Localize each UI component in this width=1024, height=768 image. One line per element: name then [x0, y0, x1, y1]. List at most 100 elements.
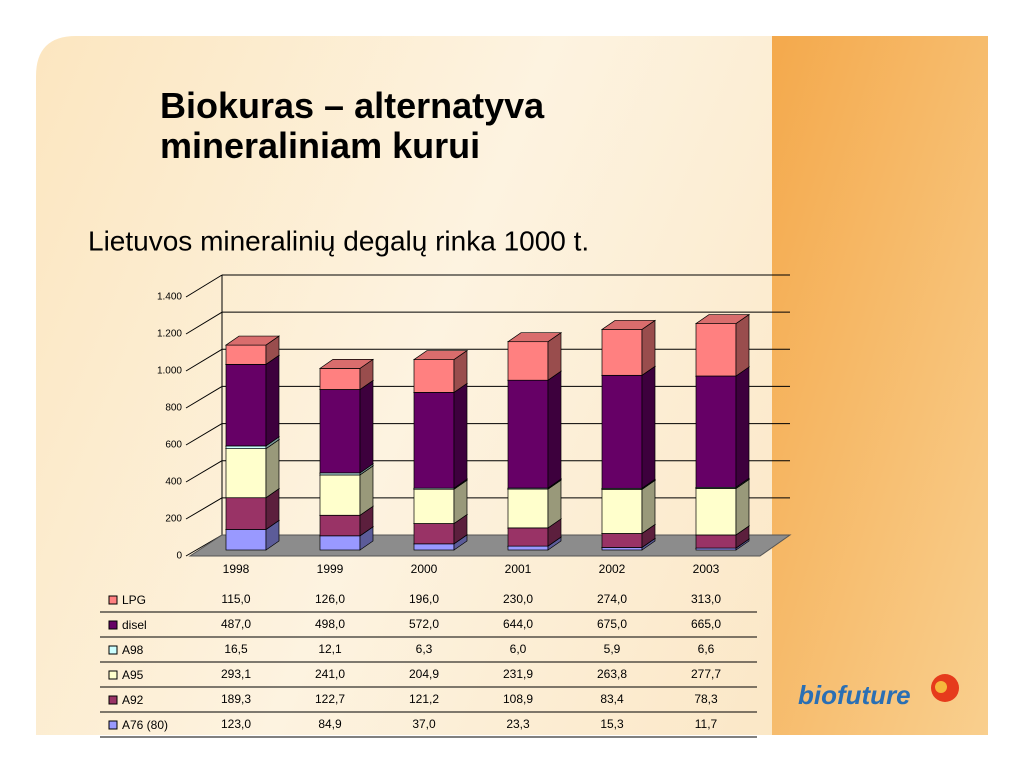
bar — [601, 488, 643, 534]
bar — [319, 514, 361, 537]
bar-top — [506, 332, 563, 343]
bar — [601, 547, 643, 551]
legend-label: A76 (80) — [122, 718, 168, 732]
bar-segment — [600, 319, 657, 376]
table-cell: 78,3 — [694, 692, 718, 706]
bar — [601, 329, 643, 376]
x-tick-label: 2002 — [599, 562, 626, 576]
table-cell: 189,3 — [221, 692, 251, 706]
table-cell: 487,0 — [221, 617, 251, 631]
bar-side — [735, 313, 750, 377]
x-tick-label: 2000 — [411, 562, 438, 576]
legend-swatch — [108, 670, 118, 680]
y-tick-label: 1.200 — [157, 329, 182, 340]
logo-icon — [935, 681, 947, 693]
table-cell: 498,0 — [315, 617, 345, 631]
bar — [413, 488, 455, 524]
chart-title: Lietuvos mineralinių degalų rinka 1000 t… — [88, 225, 589, 256]
bar-segment — [412, 349, 469, 394]
y-tick-label: 200 — [165, 514, 182, 525]
bar-side — [453, 382, 468, 489]
y-tick-label: 0 — [176, 551, 182, 562]
table-cell: 277,7 — [691, 667, 721, 681]
bar — [507, 341, 549, 381]
bar — [225, 363, 267, 447]
table-cell: 6,6 — [698, 642, 715, 656]
bar-segment — [412, 382, 469, 489]
y-tick-label: 400 — [165, 477, 182, 488]
y-tick-label: 800 — [165, 403, 182, 414]
bar-segment — [694, 366, 751, 488]
legend-label: A92 — [122, 693, 144, 707]
table-cell: 231,9 — [503, 667, 533, 681]
table-cell: 15,3 — [600, 717, 624, 731]
bar — [695, 323, 737, 377]
y-tick — [185, 274, 223, 298]
bar-side — [547, 370, 562, 489]
bar-segment — [318, 379, 375, 474]
legend-swatch — [108, 695, 118, 705]
bar-top — [600, 320, 657, 330]
table-cell: 84,9 — [318, 717, 342, 731]
table-cell: 121,2 — [409, 692, 439, 706]
legend-label: LPG — [122, 593, 146, 607]
bar-top — [224, 335, 281, 346]
table-cell: 37,0 — [412, 717, 436, 731]
table-cell: 230,0 — [503, 592, 533, 606]
table-cell: 572,0 — [409, 617, 439, 631]
y-tick — [185, 423, 223, 446]
y-tick — [185, 311, 223, 335]
bar-segment — [694, 313, 751, 377]
y-tick-label: 1.400 — [157, 292, 182, 303]
x-tick-label: 2001 — [505, 562, 532, 576]
bar — [507, 545, 549, 551]
bar-top — [694, 314, 751, 324]
bar-side — [735, 366, 750, 488]
x-tick-label: 2003 — [693, 562, 720, 576]
bar-side — [641, 319, 656, 376]
table-cell: 644,0 — [503, 617, 533, 631]
table-cell: 16,5 — [224, 642, 248, 656]
table-cell: 108,9 — [503, 692, 533, 706]
table-cell: 115,0 — [221, 592, 250, 606]
table-cell: 675,0 — [597, 617, 627, 631]
bar — [225, 344, 267, 365]
bar — [507, 527, 549, 547]
bar-side — [641, 365, 656, 489]
y-tick — [185, 348, 223, 372]
table-cell: 241,0 — [315, 667, 345, 681]
bar-side — [359, 379, 374, 474]
bar-segment — [506, 370, 563, 489]
bar-side — [265, 438, 280, 499]
bar — [225, 497, 267, 530]
legend-label: A95 — [122, 668, 144, 682]
bar — [225, 529, 267, 551]
bar — [601, 533, 643, 548]
bar — [601, 374, 643, 489]
table-cell: 665,0 — [691, 617, 721, 631]
table-cell: 274,0 — [597, 592, 627, 606]
bar-segment — [318, 358, 375, 391]
legend-label: disel — [122, 618, 147, 632]
table-cell: 204,9 — [409, 667, 439, 681]
table-cell: 122,7 — [315, 692, 345, 706]
x-tick-label: 1999 — [317, 562, 344, 576]
bar-side — [735, 478, 750, 536]
legend-swatch — [108, 645, 118, 655]
table-cell: 5,9 — [604, 642, 621, 656]
logo: biofuture — [798, 674, 959, 710]
bar — [413, 543, 455, 551]
bar — [225, 448, 267, 499]
legend-swatch — [108, 620, 118, 630]
bar — [507, 488, 549, 529]
slide-side-band — [772, 36, 988, 735]
logo-text: biofuture — [798, 680, 911, 710]
bar — [695, 488, 737, 536]
y-tick-label: 1.000 — [157, 366, 182, 377]
table-cell: 123,0 — [221, 717, 251, 731]
bar — [225, 445, 267, 449]
bar-segment — [224, 335, 281, 366]
bar-segment — [224, 354, 281, 447]
bar — [413, 523, 455, 545]
